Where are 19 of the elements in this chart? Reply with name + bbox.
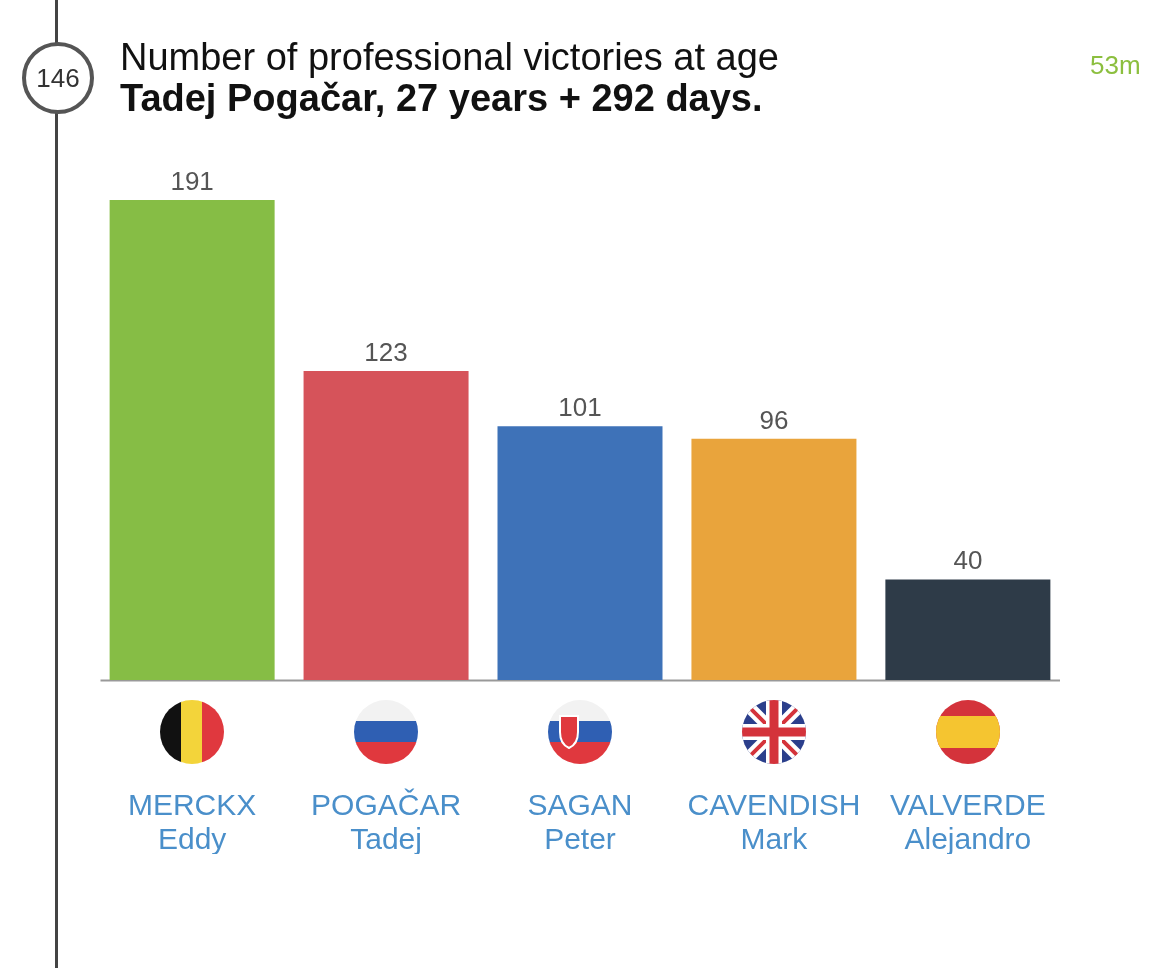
- x-tick-label: POGAČAR Tadej: [311, 787, 462, 855]
- data-label: 96: [759, 404, 789, 435]
- data-label: 123: [364, 336, 408, 367]
- x-tick-label: CAVENDISH Mark: [687, 787, 861, 855]
- bar: [109, 200, 275, 680]
- x-tick-label: VALVERDE Alejandro: [890, 787, 1046, 855]
- bar: [303, 370, 469, 680]
- text: 53m: [1090, 50, 1141, 81]
- data-label: 191: [170, 166, 214, 196]
- data-label: 101: [558, 392, 602, 423]
- x-tick-label: SAGAN Peter: [527, 787, 633, 855]
- text: 146: [22, 42, 94, 114]
- x-tick-label: MERCKX Eddy: [127, 787, 257, 855]
- bar: [691, 438, 857, 680]
- data-label: 40: [953, 545, 983, 576]
- bar: [885, 579, 1051, 680]
- bar: [497, 426, 663, 680]
- chart-title: Number of professional victories at age: [120, 36, 779, 78]
- chart-subtitle: Tadej Pogačar, 27 years + 292 days.: [120, 77, 763, 119]
